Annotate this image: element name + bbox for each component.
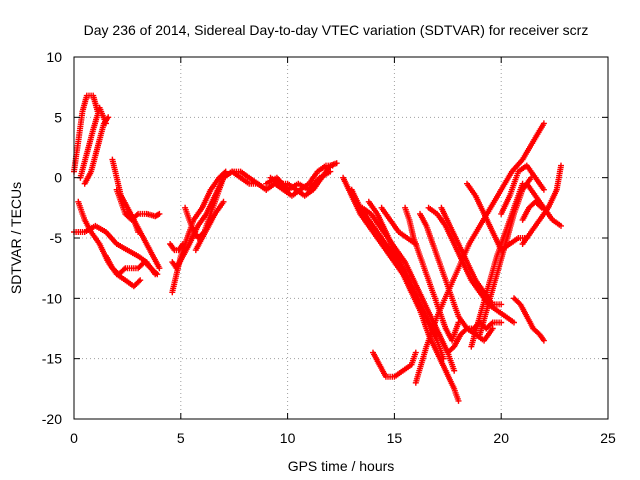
data-series-c3 <box>263 168 334 193</box>
x-axis-label: GPS time / hours <box>288 458 395 474</box>
data-point-markers <box>77 104 109 181</box>
data-point-markers <box>498 162 547 217</box>
tick-layer: 0 5 10 15 20 25 10 5 0 -5 -10 -15 -20 <box>42 49 616 446</box>
data-point-markers <box>263 168 334 193</box>
x-tick-label: 10 <box>280 430 296 446</box>
data-layer <box>71 92 564 404</box>
data-series-b3 <box>182 168 270 241</box>
data-series-a9 <box>109 156 142 235</box>
data-point-markers <box>412 120 547 386</box>
y-tick-label: 0 <box>54 170 62 186</box>
data-series-f5 <box>498 162 547 217</box>
y-tick-label: 5 <box>54 109 62 125</box>
data-point-markers <box>511 295 547 344</box>
data-point-markers <box>192 198 227 254</box>
x-tick-label: 20 <box>493 430 509 446</box>
data-point-markers <box>370 349 419 380</box>
y-tick-label: -5 <box>50 230 63 246</box>
data-point-markers <box>476 174 535 338</box>
data-series-f8 <box>523 180 564 229</box>
data-series-b5 <box>167 241 186 254</box>
data-series-a2 <box>77 104 109 181</box>
data-series-a6 <box>103 253 161 278</box>
data-point-markers <box>167 241 186 254</box>
x-tick-label: 0 <box>70 430 78 446</box>
y-tick-label: 10 <box>46 49 62 65</box>
data-point-markers <box>109 156 142 235</box>
data-point-markers <box>182 168 270 241</box>
chart-title: Day 236 of 2014, Sidereal Day-to-day VTE… <box>84 22 589 38</box>
y-tick-label: -15 <box>42 351 62 367</box>
data-series-b4 <box>192 198 227 254</box>
data-series-d4 <box>365 198 441 338</box>
data-series-f7 <box>511 295 547 344</box>
data-series-d6 <box>370 349 419 380</box>
x-tick-label: 5 <box>177 430 185 446</box>
data-point-markers <box>523 180 564 229</box>
data-series-f4 <box>476 174 535 338</box>
data-series-a3 <box>81 114 112 187</box>
data-point-markers <box>365 198 441 338</box>
x-tick-label: 25 <box>600 430 616 446</box>
data-point-markers <box>103 253 161 278</box>
data-series-f1 <box>412 120 547 386</box>
y-axis-label: SDTVAR / TECUs <box>8 182 24 294</box>
y-tick-label: -10 <box>42 290 62 306</box>
data-point-markers <box>81 114 112 187</box>
y-tick-label: -20 <box>42 411 62 427</box>
x-tick-label: 15 <box>387 430 403 446</box>
data-series-f9 <box>519 198 545 223</box>
data-point-markers <box>519 198 545 223</box>
